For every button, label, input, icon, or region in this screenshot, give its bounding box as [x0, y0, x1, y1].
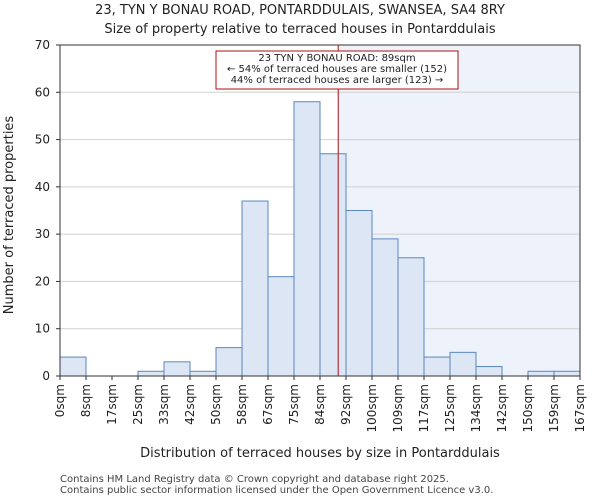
bar-159sqm — [553, 370, 581, 377]
x-axis-label: Distribution of terraced houses by size … — [140, 446, 500, 461]
x-tick-label-167sqm: 167sqm — [573, 384, 587, 432]
bar-0sqm — [59, 356, 87, 377]
annotation-frame — [215, 50, 459, 90]
y-tick-label-5: 50 — [35, 133, 50, 147]
annotation-line-1: 23 TYN Y BONAU ROAD: 89sqm — [258, 53, 415, 64]
x-tick-label-150sqm: 150sqm — [521, 384, 535, 432]
bar-134sqm — [475, 366, 503, 377]
y-axis-label: Number of terraced properties — [2, 116, 17, 315]
y-tick-label-6: 60 — [35, 85, 50, 99]
chart-title-line-1: 23, TYN Y BONAU ROAD, PONTARDDULAIS, SWA… — [95, 3, 505, 18]
chart-title-line-2: Size of property relative to terraced ho… — [104, 22, 495, 37]
bar-125sqm — [449, 351, 477, 377]
y-tick-label-3: 30 — [35, 227, 50, 241]
y-tick-label-2: 20 — [35, 274, 50, 288]
x-tick-label-75sqm: 75sqm — [287, 384, 301, 425]
x-tick-label-42sqm: 42sqm — [183, 384, 197, 425]
y-tick-label-4: 40 — [35, 180, 50, 194]
x-tick-label-0sqm: 0sqm — [53, 384, 67, 417]
bar-109sqm — [397, 257, 425, 377]
bar-58sqm — [241, 200, 269, 377]
x-tick-label-58sqm: 58sqm — [235, 384, 249, 425]
x-tick-label-117sqm: 117sqm — [417, 384, 431, 432]
annotation-line-2: ← 54% of terraced houses are smaller (15… — [227, 64, 447, 75]
x-tick-label-84sqm: 84sqm — [313, 384, 327, 425]
bar-117sqm — [423, 356, 451, 377]
footer-attribution: Contains HM Land Registry data © Crown c… — [60, 474, 493, 496]
x-tick-label-92sqm: 92sqm — [339, 384, 353, 425]
x-tick-label-50sqm: 50sqm — [209, 384, 223, 425]
y-tick-label-7: 70 — [35, 38, 50, 52]
x-tick-label-100sqm: 100sqm — [365, 384, 379, 432]
bar-75sqm — [293, 101, 321, 377]
y-tick-label-0: 0 — [42, 369, 50, 383]
x-tick-label-142sqm: 142sqm — [495, 384, 509, 432]
x-tick-label-67sqm: 67sqm — [261, 384, 275, 425]
bar-100sqm — [371, 238, 399, 377]
y-tick-label-1: 10 — [35, 322, 50, 336]
x-tick-label-109sqm: 109sqm — [391, 384, 405, 432]
bar-50sqm — [215, 347, 243, 377]
footer-line-1: Contains HM Land Registry data © Crown c… — [60, 474, 449, 485]
bar-33sqm — [163, 361, 191, 377]
x-tick-label-33sqm: 33sqm — [157, 384, 171, 425]
bar-42sqm — [189, 370, 217, 377]
bar-25sqm — [137, 370, 165, 377]
bar-150sqm — [527, 370, 555, 377]
x-tick-label-25sqm: 25sqm — [131, 384, 145, 425]
x-tick-label-159sqm: 159sqm — [547, 384, 561, 432]
bar-84sqm — [319, 153, 347, 377]
bar-92sqm — [345, 210, 373, 377]
footer-line-2: Contains public sector information licen… — [60, 485, 494, 496]
x-tick-label-17sqm: 17sqm — [105, 384, 119, 425]
annotation-line-3: 44% of terraced houses are larger (123) … — [231, 75, 444, 86]
annotation-box: 23 TYN Y BONAU ROAD: 89sqm ← 54% of terr… — [215, 50, 459, 90]
x-tick-label-134sqm: 134sqm — [469, 384, 483, 432]
bar-67sqm — [267, 276, 295, 377]
x-tick-label-8sqm: 8sqm — [79, 384, 93, 417]
x-tick-label-125sqm: 125sqm — [443, 384, 457, 432]
